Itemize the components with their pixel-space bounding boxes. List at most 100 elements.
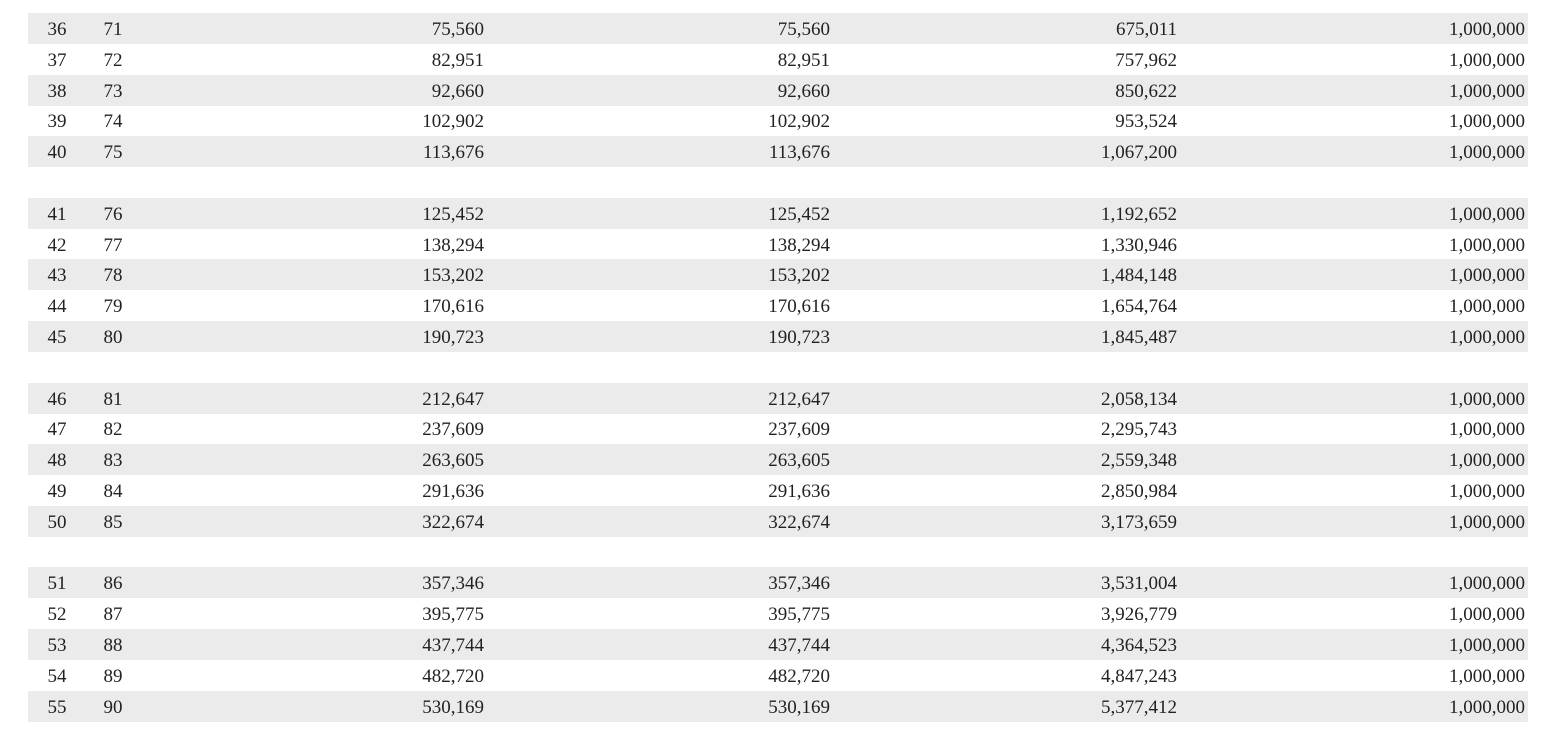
table-row: 45 80 190,723 190,723 1,845,487 1,000,000 <box>28 321 1528 352</box>
table-cell: 86 <box>103 573 123 595</box>
table-cell: 125,452 <box>422 203 484 225</box>
table-cell: 190,723 <box>768 327 830 348</box>
table-cell: 530,169 <box>422 696 484 718</box>
table-row: 42 77 138,294 138,294 1,330,946 1,000,000 <box>28 229 1528 260</box>
table-cell: 1,000,000 <box>1449 511 1525 533</box>
table-cell: 1,000,000 <box>1449 450 1525 472</box>
table-cell: 1,000,000 <box>1449 49 1525 71</box>
table-cell: 357,346 <box>768 573 830 595</box>
table-cell: 1,192,652 <box>1101 203 1177 225</box>
table-cell: 263,605 <box>768 450 830 472</box>
table-row: 40 75 113,676 113,676 1,067,200 1,000,000 <box>28 136 1528 168</box>
table-cell: 51 <box>47 573 67 595</box>
table-cell: 1,000,000 <box>1449 573 1525 595</box>
table-cell: 237,609 <box>422 419 484 441</box>
table-cell: 237,609 <box>768 419 830 441</box>
table-row: 54 89 482,720 482,720 4,847,243 1,000,000 <box>28 660 1528 691</box>
table-cell: 49 <box>47 481 67 502</box>
table-row: 49 84 291,636 291,636 2,850,984 1,000,000 <box>28 475 1528 506</box>
table-cell: 43 <box>47 265 67 287</box>
table-cell: 88 <box>103 635 123 656</box>
table-cell: 1,484,148 <box>1101 265 1177 287</box>
table-row: 52 87 395,775 395,775 3,926,779 1,000,000 <box>28 598 1528 629</box>
table-cell: 113,676 <box>768 142 830 164</box>
table-cell: 1,000,000 <box>1449 296 1525 318</box>
table-cell: 291,636 <box>422 481 484 502</box>
table-row: 44 79 170,616 170,616 1,654,764 1,000,000 <box>28 290 1528 321</box>
table-cell: 190,723 <box>422 327 484 348</box>
table-cell: 850,622 <box>1115 80 1177 102</box>
table-cell: 75,560 <box>431 19 484 40</box>
table-cell: 322,674 <box>422 511 484 533</box>
table-cell: 322,674 <box>768 511 830 533</box>
table-row: 47 82 237,609 237,609 2,295,743 1,000,000 <box>28 413 1528 444</box>
table-row: 46 81 212,647 212,647 2,058,134 1,000,000 <box>28 382 1528 414</box>
table-cell: 73 <box>103 80 123 102</box>
table-cell: 1,654,764 <box>1101 296 1177 318</box>
table-cell: 45 <box>47 327 67 348</box>
table-cell: 50 <box>47 511 67 533</box>
table-cell: 138,294 <box>422 234 484 256</box>
table-cell: 263,605 <box>422 450 484 472</box>
table-cell: 1,000,000 <box>1449 111 1525 133</box>
table-cell: 675,011 <box>1115 19 1177 40</box>
table-cell: 2,559,348 <box>1101 450 1177 472</box>
table-cell: 1,000,000 <box>1449 203 1525 225</box>
table-row: 48 83 263,605 263,605 2,559,348 1,000,000 <box>28 444 1528 476</box>
table-cell: 1,000,000 <box>1449 80 1525 102</box>
table-cell: 1,000,000 <box>1449 604 1525 626</box>
table-cell: 482,720 <box>422 665 484 687</box>
table-row: 51 86 357,346 357,346 3,531,004 1,000,000 <box>28 567 1528 599</box>
table-cell: 4,364,523 <box>1101 635 1177 656</box>
table-row: 39 74 102,902 102,902 953,524 1,000,000 <box>28 105 1528 136</box>
table-cell: 1,000,000 <box>1449 234 1525 256</box>
table-cell: 1,000,000 <box>1449 142 1525 164</box>
table-cell: 53 <box>47 635 67 656</box>
table-cell: 40 <box>47 142 67 164</box>
table-cell: 82,951 <box>431 49 484 71</box>
table-cell: 1,000,000 <box>1449 665 1525 687</box>
table-cell: 82 <box>103 419 123 441</box>
table-cell: 482,720 <box>768 665 830 687</box>
table-cell: 1,000,000 <box>1449 419 1525 441</box>
table-cell: 84 <box>103 481 123 502</box>
table-cell: 52 <box>47 604 67 626</box>
table-cell: 75,560 <box>777 19 830 40</box>
table-cell: 1,330,946 <box>1101 234 1177 256</box>
table-cell: 1,000,000 <box>1449 388 1525 410</box>
table-cell: 81 <box>103 388 123 410</box>
table-row: 43 78 153,202 153,202 1,484,148 1,000,000 <box>28 259 1528 291</box>
table-cell: 37 <box>47 49 67 71</box>
table-cell: 87 <box>103 604 123 626</box>
table-cell: 357,346 <box>422 573 484 595</box>
table-cell: 44 <box>47 296 67 318</box>
table-cell: 212,647 <box>422 388 484 410</box>
table-cell: 1,000,000 <box>1449 265 1525 287</box>
table-cell: 102,902 <box>422 111 484 133</box>
table-cell: 5,377,412 <box>1101 696 1177 718</box>
table-cell: 125,452 <box>768 203 830 225</box>
table-row: 41 76 125,452 125,452 1,192,652 1,000,000 <box>28 197 1528 229</box>
table-cell: 48 <box>47 450 67 472</box>
table-cell: 78 <box>103 265 123 287</box>
table-cell: 77 <box>103 234 123 256</box>
table-cell: 395,775 <box>422 604 484 626</box>
table-cell: 395,775 <box>768 604 830 626</box>
table-cell: 92,660 <box>431 80 484 102</box>
table-cell: 1,000,000 <box>1449 635 1525 656</box>
table-cell: 437,744 <box>422 635 484 656</box>
table-cell: 530,169 <box>768 696 830 718</box>
table-cell: 89 <box>103 665 123 687</box>
table-cell: 42 <box>47 234 67 256</box>
table-cell: 83 <box>103 450 123 472</box>
table-cell: 153,202 <box>768 265 830 287</box>
table-row: 50 85 322,674 322,674 3,173,659 1,000,000 <box>28 505 1528 537</box>
table-cell: 80 <box>103 327 123 348</box>
table-cell: 92,660 <box>777 80 830 102</box>
table-cell: 85 <box>103 511 123 533</box>
table-cell: 1,845,487 <box>1101 327 1177 348</box>
table-cell: 1,000,000 <box>1449 696 1525 718</box>
table-cell: 953,524 <box>1115 111 1177 133</box>
table-cell: 3,531,004 <box>1101 573 1177 595</box>
